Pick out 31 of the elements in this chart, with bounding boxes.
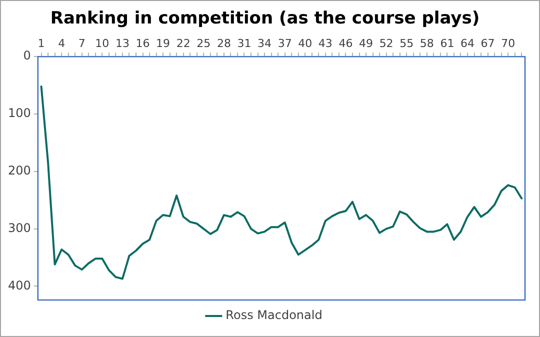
x-tick-label: 10 [95,36,110,50]
x-tick-label: 16 [136,36,150,50]
legend-label: Ross Macdonald [226,308,322,322]
x-tick-label: 1 [38,36,45,50]
x-tick-label: 4 [58,36,66,50]
x-tick-label: 7 [78,36,86,50]
x-tick-label: 70 [501,36,516,50]
y-tick-label: 0 [23,48,31,63]
x-tick-label: 34 [258,36,272,50]
x-tick-label: 64 [460,36,474,50]
x-tick-label: 37 [278,36,292,50]
x-tick-label: 49 [359,36,374,50]
x-tick-label: 46 [338,36,353,50]
x-tick-label: 19 [156,36,170,50]
x-tick-label: 52 [379,36,394,50]
x-tick-label: 40 [298,36,312,50]
x-tick-label: 28 [216,36,231,50]
x-tick-label: 22 [176,36,190,50]
y-tick-label: 300 [8,220,31,235]
x-tick-label: 67 [480,36,495,50]
x-tick-label: 58 [420,36,434,50]
x-tick-label: 43 [318,36,332,50]
y-tick-label: 100 [8,106,31,120]
y-tick-label: 400 [8,278,31,292]
x-tick-label: 13 [115,36,130,50]
x-tick-label: 25 [196,36,211,50]
x-tick-label: 31 [237,36,252,50]
x-tick-label: 55 [400,36,414,50]
y-tick-label: 200 [8,164,31,178]
chart-title: Ranking in competition (as the course plays) [50,8,480,29]
x-tick-label: 61 [440,36,454,50]
